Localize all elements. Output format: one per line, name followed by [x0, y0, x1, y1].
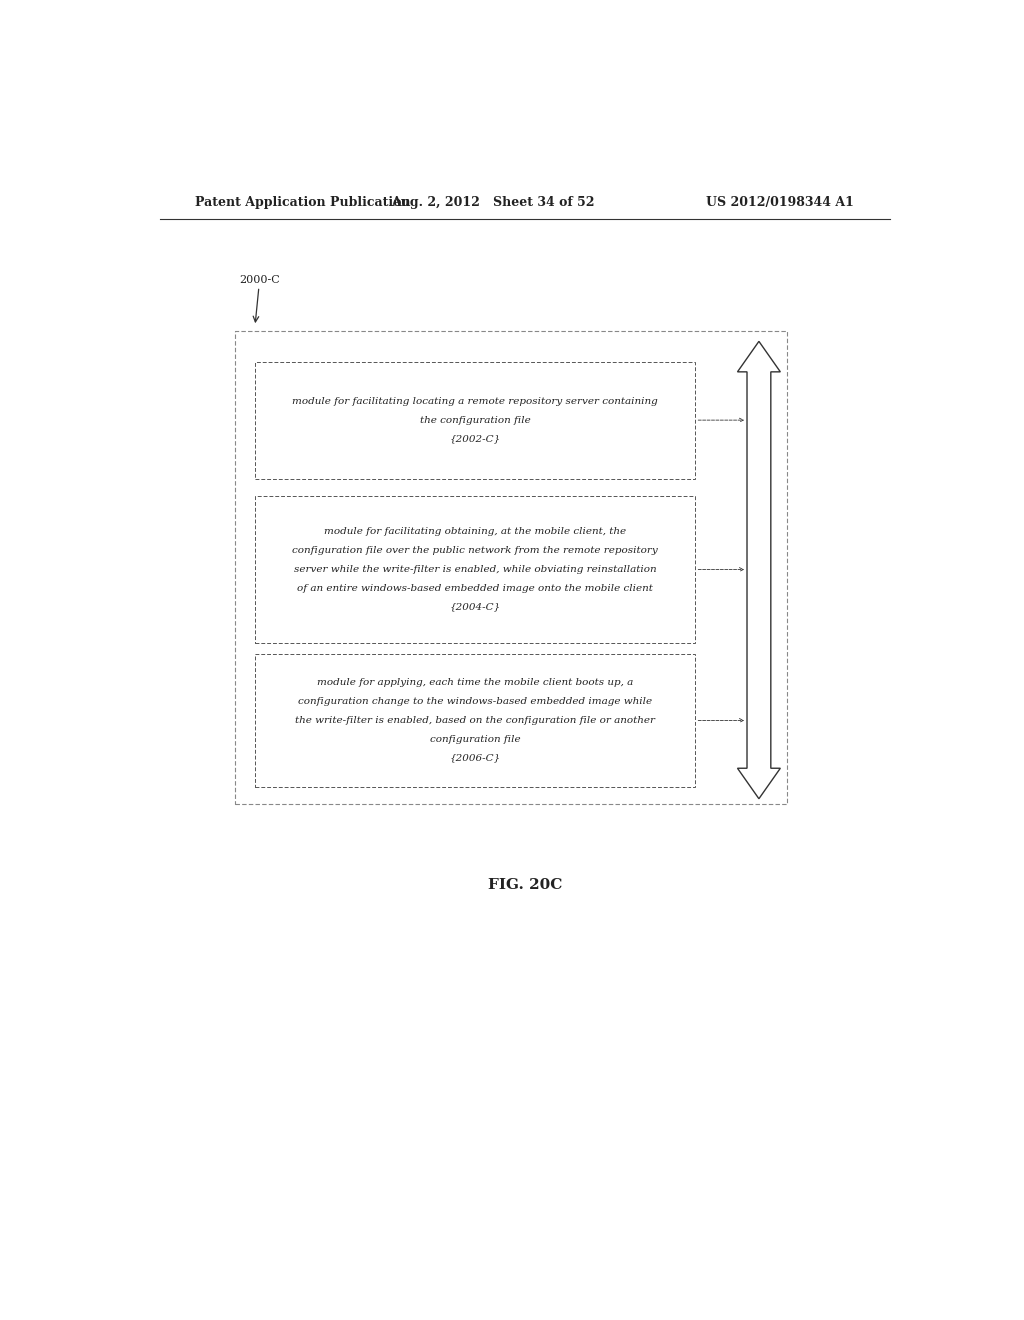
Text: {2002-C}: {2002-C} — [450, 434, 501, 444]
Text: FIG. 20C: FIG. 20C — [487, 878, 562, 892]
Text: module for facilitating locating a remote repository server containing: module for facilitating locating a remot… — [292, 397, 658, 405]
Text: configuration file: configuration file — [430, 735, 520, 743]
Text: configuration file over the public network from the remote repository: configuration file over the public netwo… — [292, 546, 658, 556]
Text: 2000-C: 2000-C — [240, 276, 280, 285]
Text: of an entire windows-based embedded image onto the mobile client: of an entire windows-based embedded imag… — [297, 583, 653, 593]
Text: {2004-C}: {2004-C} — [450, 603, 501, 611]
Polygon shape — [737, 342, 780, 799]
Text: server while the write-filter is enabled, while obviating reinstallation: server while the write-filter is enabled… — [294, 565, 656, 574]
Text: the configuration file: the configuration file — [420, 416, 530, 425]
Text: Patent Application Publication: Patent Application Publication — [196, 195, 411, 209]
Text: Aug. 2, 2012   Sheet 34 of 52: Aug. 2, 2012 Sheet 34 of 52 — [391, 195, 595, 209]
Text: configuration change to the windows-based embedded image while: configuration change to the windows-base… — [298, 697, 652, 706]
Text: module for applying, each time the mobile client boots up, a: module for applying, each time the mobil… — [317, 678, 633, 688]
Bar — [255, 496, 695, 643]
Text: the write-filter is enabled, based on the configuration file or another: the write-filter is enabled, based on th… — [295, 715, 655, 725]
Text: {2006-C}: {2006-C} — [450, 754, 501, 763]
Text: US 2012/0198344 A1: US 2012/0198344 A1 — [707, 195, 854, 209]
Bar — [255, 362, 695, 479]
Bar — [255, 655, 695, 787]
Bar — [236, 331, 786, 804]
Text: module for facilitating obtaining, at the mobile client, the: module for facilitating obtaining, at th… — [325, 528, 627, 536]
